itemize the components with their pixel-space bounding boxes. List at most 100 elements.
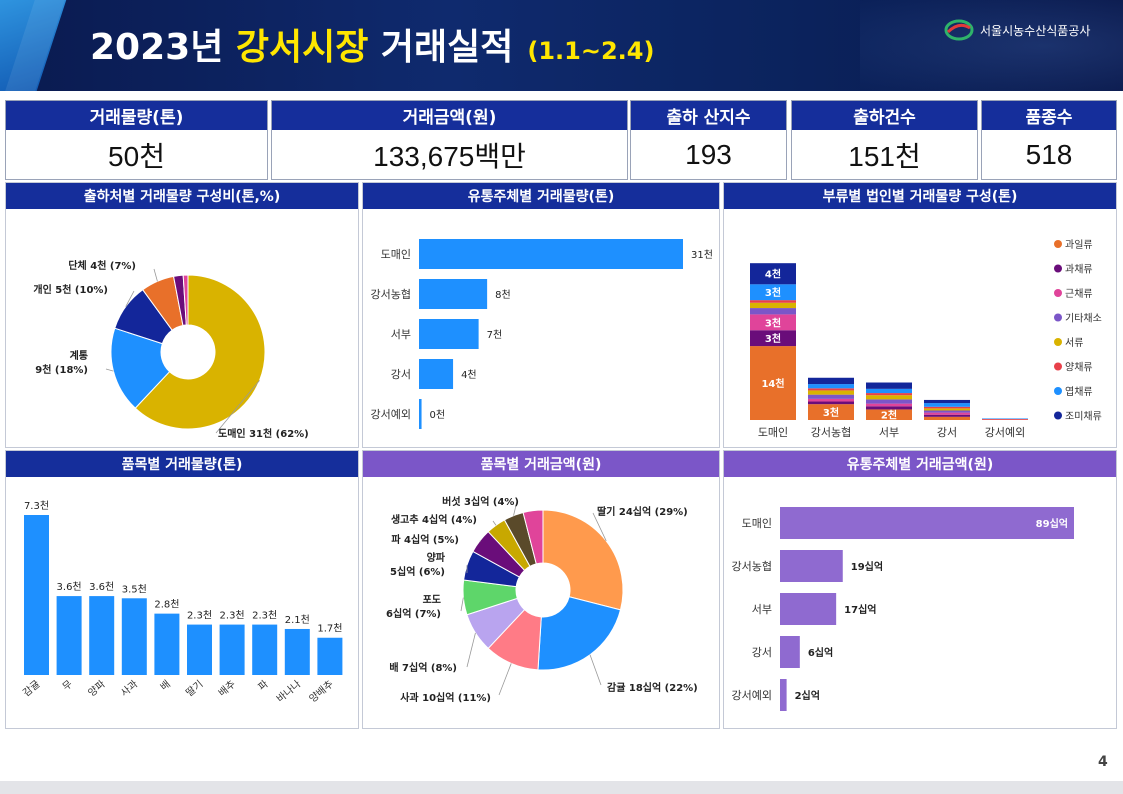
leader-line: [592, 512, 607, 542]
category-label: 도매인: [758, 426, 788, 439]
kpi-label: 출하 산지수: [631, 101, 786, 130]
value-label: 3.6천: [57, 581, 82, 593]
value-label: 89십억: [1036, 517, 1068, 530]
leader-line: [466, 632, 476, 668]
panel-distributor-volume: 유통주체별 거래물량(톤) 도매인 31천 강서농협 8천 서부 7천 강서 4천 강서예외 0천: [362, 182, 720, 448]
value-label: 7천: [487, 329, 503, 341]
category-label: 양배추: [307, 678, 336, 705]
category-label: 강서농협: [811, 426, 851, 439]
bar-서부: [419, 319, 479, 349]
value-label: 2.1천: [285, 614, 310, 626]
donut-slice-기타: [522, 509, 544, 565]
bar-바나나: [284, 628, 310, 675]
value-label: 3.6천: [89, 581, 114, 593]
bar-도매인: [419, 239, 683, 269]
category-label: 강서예외: [732, 689, 772, 702]
stack-segment-과채류: [808, 401, 854, 405]
value-label: 2.3천: [187, 610, 212, 622]
bar-배추: [219, 624, 245, 675]
category-label: 양파: [86, 678, 108, 699]
stack-segment-과일류: [982, 419, 1028, 420]
panel-title: 부류별 법인별 거래물량 구성(톤): [724, 183, 1116, 209]
stack-segment-기타채소: [924, 410, 970, 413]
bar-배: [154, 613, 180, 675]
value-label: 4천: [461, 369, 477, 381]
category-label: 서부: [391, 328, 411, 341]
kpi-volume: 거래물량(톤) 50천: [5, 100, 268, 180]
value-label: 2.8천: [154, 599, 179, 611]
bar-무: [56, 596, 82, 675]
legend-label: 서류: [1065, 337, 1083, 349]
stack-segment-과일류: [808, 404, 854, 420]
category-label: 파: [256, 678, 271, 693]
slice-label: 도매인 31천 (62%): [218, 427, 309, 440]
stack-segment-기타채소: [866, 399, 912, 404]
leader-line: [492, 520, 497, 526]
page-title: 2023년 강서시장 거래실적 (1.1~2.4): [90, 27, 655, 68]
legend-marker: [1054, 240, 1062, 248]
leader-line: [153, 268, 158, 282]
donut-slice-감귤: [537, 596, 622, 671]
category-label: 서부: [752, 603, 772, 616]
panel-category-corp: 부류별 법인별 거래물량 구성(톤) 14천 3천 3천 3천 4천 도매인 3천 강서농협 2…: [723, 182, 1117, 448]
stack-segment-조미채류: [808, 377, 854, 385]
leader-line: [498, 663, 512, 696]
slide-header: 2023년 강서시장 거래실적 (1.1~2.4) 서울시농수산식품공사: [0, 0, 1123, 91]
title-highlight: 강서시장: [235, 27, 369, 68]
category-label: 강서농협: [732, 560, 772, 573]
bar-강서예외: [780, 679, 787, 711]
leader-line: [460, 597, 464, 612]
stack-segment-양채류: [924, 406, 970, 409]
category-label: 강서: [937, 426, 957, 439]
category-label: 바나나: [274, 678, 303, 705]
panel-item-volume: 품목별 거래물량(톤) 7.3천 감귤 3.6천 무 3.6천 양파 3.5천 사과 2.8천 배…: [5, 450, 359, 729]
category-label: 서부: [879, 426, 899, 439]
legend-marker: [1054, 338, 1062, 346]
legend-marker: [1054, 264, 1062, 273]
bar-양파: [89, 596, 115, 675]
stack-segment-양채류: [866, 393, 912, 396]
stack-segment-과채류: [750, 330, 796, 347]
value-label: 3.5천: [122, 583, 147, 595]
slice-label: 단체 4천 (7%): [68, 259, 136, 272]
slice-label: 사과 10십억 (11%): [400, 691, 491, 704]
legend-label: 근채류: [1065, 288, 1093, 300]
stack-segment-과일류: [866, 409, 912, 420]
leader-line: [513, 500, 518, 516]
leader-line: [105, 368, 114, 372]
stack-segment-서류: [750, 302, 796, 309]
bar-강서: [780, 636, 800, 668]
header-glow: [860, 0, 1123, 91]
legend-label: 과채류: [1065, 264, 1093, 276]
bar-양배추: [317, 637, 343, 675]
slice-label: 감귤 18십억 (22%): [607, 681, 698, 694]
stack-segment-근채류: [982, 418, 1028, 420]
bar-강서: [419, 359, 454, 389]
value-label: 8천: [495, 289, 511, 301]
slice-label: 개인 5천 (10%): [33, 283, 108, 296]
stack-segment-엽채류: [924, 403, 970, 407]
panel-distributor-amount: 유통주체별 거래금액(원) 도매인 89십억 강서농협 19십억 서부 17십억 강서 6십억…: [723, 450, 1117, 729]
slice-label: 양파: [427, 551, 446, 564]
stack-segment-서류: [866, 395, 912, 400]
donut-chart-item-amount: 딸기 24십억 (29%) 감귤 18십억 (22%) 사과 10십억 (11%) 배…: [386, 495, 698, 704]
slice-label: 6십억 (7%): [386, 607, 441, 620]
org-logo: 서울시농수산식품공사: [944, 16, 1090, 44]
stack-segment-양채류: [808, 388, 854, 391]
kpi-value: 133,675백만: [373, 140, 526, 172]
slice-label: 5십억 (6%): [390, 565, 445, 578]
slice-label: 생고추 4십억 (4%): [391, 513, 477, 526]
value-label: 0천: [430, 409, 446, 421]
value-label: 17십억: [844, 603, 876, 616]
stack-segment-조미채류: [924, 399, 970, 404]
panel-shipper-share: 출하처별 거래물량 구성비(톤,%) 도매인 31천 (62%) 계통 9천 (18…: [5, 182, 359, 448]
category-label: 강서: [752, 646, 772, 659]
segment-label: 4천: [765, 268, 781, 281]
legend-label: 양채류: [1065, 362, 1093, 374]
bar-서부: [780, 593, 837, 625]
org-logo-icon: [944, 19, 974, 41]
page-number: 4: [1098, 754, 1108, 770]
bar-도매인: [780, 507, 1074, 539]
